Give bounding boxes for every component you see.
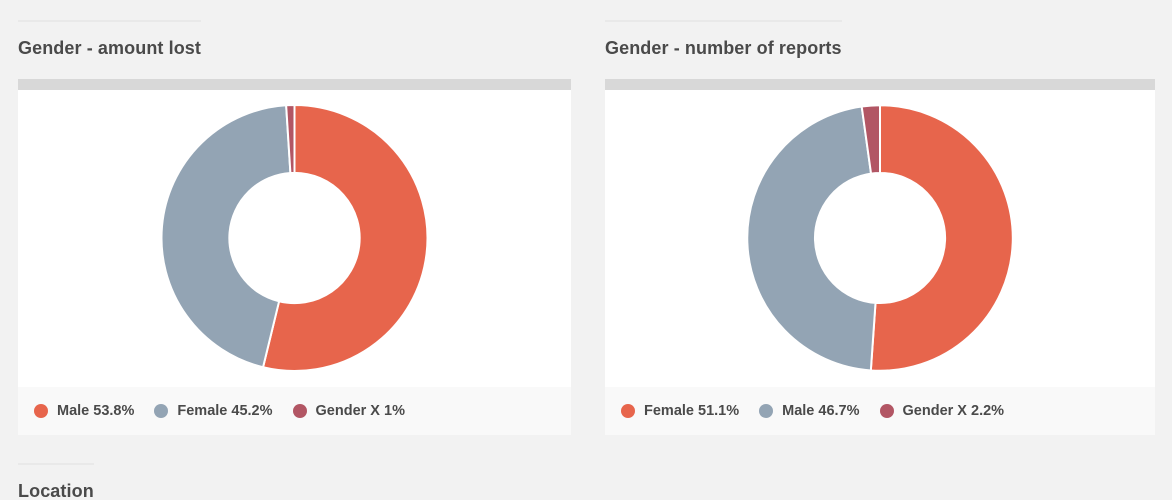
legend-item-female[interactable]: Female 45.2% [154,403,273,419]
legend-dot-icon [292,404,307,418]
legend-label: Gender X 1% [315,403,405,419]
legend-item-gender-x[interactable]: Gender X 1% [292,403,405,419]
legend-dot-icon [154,404,169,418]
section-title-amount-lost: Gender - amount lost [18,20,202,58]
donut-chart-number-of-reports [605,90,1155,387]
chart-topbar [605,79,1155,90]
chart-legend-number-of-reports: Female 51.1% Male 46.7% Gender X 2.2% [605,387,1155,435]
legend-item-male[interactable]: Male 46.7% [759,403,860,419]
chart-legend-amount-lost: Male 53.8% Female 45.2% Gender X 1% [18,387,571,435]
legend-item-gender-x[interactable]: Gender X 2.2% [879,403,1005,419]
section-gender-number-of-reports: Gender - number of reports Female 51.1% … [605,20,1155,435]
section-gender-amount-lost: Gender - amount lost Male 53.8% Female 4… [18,20,571,435]
chart-topbar [18,79,571,90]
legend-dot-icon [34,404,48,418]
pie-slice-male[interactable] [746,105,877,372]
donut-svg-number-of-reports [746,104,1014,372]
legend-label: Female 45.2% [177,403,273,419]
pie-slice-female[interactable] [160,104,292,369]
chart-card-amount-lost: Male 53.8% Female 45.2% Gender X 1% [18,79,571,435]
chart-panels-row: Gender - amount lost Male 53.8% Female 4… [18,20,1155,435]
pie-slice-female[interactable] [869,104,1014,372]
section-title-location: Location [18,463,94,500]
legend-item-female[interactable]: Female 51.1% [621,403,739,419]
legend-label: Male 46.7% [782,403,860,419]
legend-label: Male 53.8% [57,403,135,419]
legend-label: Gender X 2.2% [902,403,1005,419]
section-title-number-of-reports: Gender - number of reports [605,20,842,58]
legend-label: Female 51.1% [644,403,740,419]
donut-chart-amount-lost [18,90,571,387]
pie-slice-gender-x[interactable] [285,103,296,174]
legend-dot-icon [759,404,774,418]
legend-dot-icon [879,404,894,418]
chart-card-number-of-reports: Female 51.1% Male 46.7% Gender X 2.2% [605,79,1155,435]
pie-slice-gender-x[interactable] [860,104,881,175]
pie-slice-male[interactable] [262,104,429,372]
donut-svg-amount-lost [160,103,429,372]
section-location: Location [18,463,1155,500]
legend-dot-icon [621,404,635,418]
legend-item-male[interactable]: Male 53.8% [34,403,134,419]
